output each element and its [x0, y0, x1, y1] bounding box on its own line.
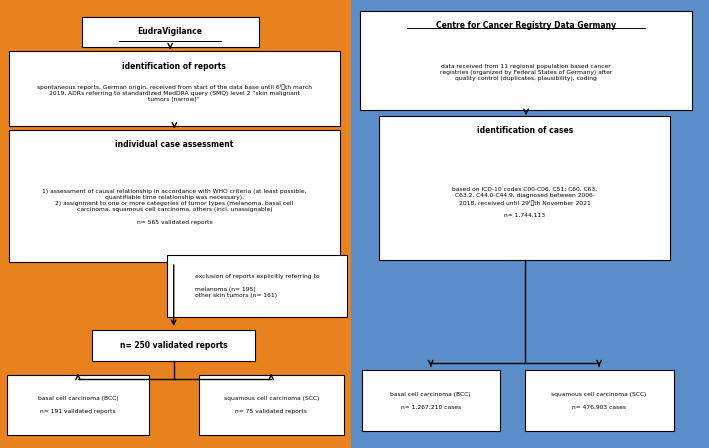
Text: basal cell carcinoma (BCC)

n= 1,267,210 cases: basal cell carcinoma (BCC) n= 1,267,210 … [391, 392, 471, 410]
Bar [0, 0, 351, 448]
Bar [360, 11, 692, 110]
Text: based on ICD-10 codes C00-C06, C51; C60, C63,
C63.2, C44.0-C44.9, diagnosed betw: based on ICD-10 codes C00-C06, C51; C60,… [452, 187, 597, 218]
Text: 1) assessment of causal relationship in accordance with WHO criteria (at least p: 1) assessment of causal relationship in … [42, 189, 307, 224]
Text: identification of reports: identification of reports [123, 62, 226, 71]
Text: squamous cell carcinoma (SCC)

n= 75 validated reports: squamous cell carcinoma (SCC) n= 75 vali… [223, 396, 319, 414]
Bar [379, 116, 670, 260]
Text: Centre for Cancer Registry Data Germany: Centre for Cancer Registry Data Germany [436, 21, 616, 30]
Bar [525, 370, 674, 431]
Text: data received from 11 regional population based cancer
registries (organized by : data received from 11 regional populatio… [440, 64, 613, 81]
Bar [199, 375, 344, 435]
Text: squamous cell carcinoma (SCC)

n= 476,903 cases: squamous cell carcinoma (SCC) n= 476,903… [552, 392, 647, 410]
Bar [92, 330, 255, 361]
Text: identification of cases: identification of cases [476, 126, 573, 135]
Bar [7, 375, 149, 435]
Bar [9, 51, 340, 126]
Text: spontaneous reports, German origin, received from start of the data base until 6: spontaneous reports, German origin, rece… [37, 84, 312, 103]
Text: EudraVigilance: EudraVigilance [138, 27, 203, 36]
Bar [362, 370, 500, 431]
Bar [9, 130, 340, 262]
Text: basal cell carcinoma (BCC)

n= 191 validated reports: basal cell carcinoma (BCC) n= 191 valida… [38, 396, 118, 414]
Bar [167, 255, 347, 317]
Bar [82, 17, 259, 47]
Text: n= 250 validated reports: n= 250 validated reports [120, 341, 228, 350]
Text: exclusion of reports explicitly referring to

melanoma (n= 195)
other skin tumor: exclusion of reports explicitly referrin… [195, 275, 319, 298]
Text: individual case assessment: individual case assessment [116, 140, 233, 149]
Bar [351, 0, 709, 448]
